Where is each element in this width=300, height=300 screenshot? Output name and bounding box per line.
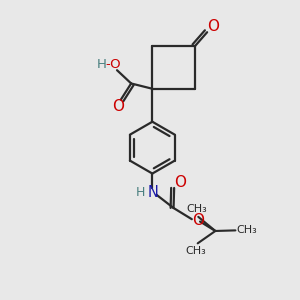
Text: CH₃: CH₃ [186,205,207,214]
Text: H: H [97,58,106,71]
Text: O: O [175,175,187,190]
Text: -O: -O [105,58,121,71]
Text: O: O [112,99,124,114]
Text: H: H [136,186,145,199]
Text: N: N [148,185,158,200]
Text: CH₃: CH₃ [236,225,257,235]
Text: CH₃: CH₃ [185,246,206,256]
Text: O: O [208,20,220,34]
Text: O: O [192,213,204,228]
